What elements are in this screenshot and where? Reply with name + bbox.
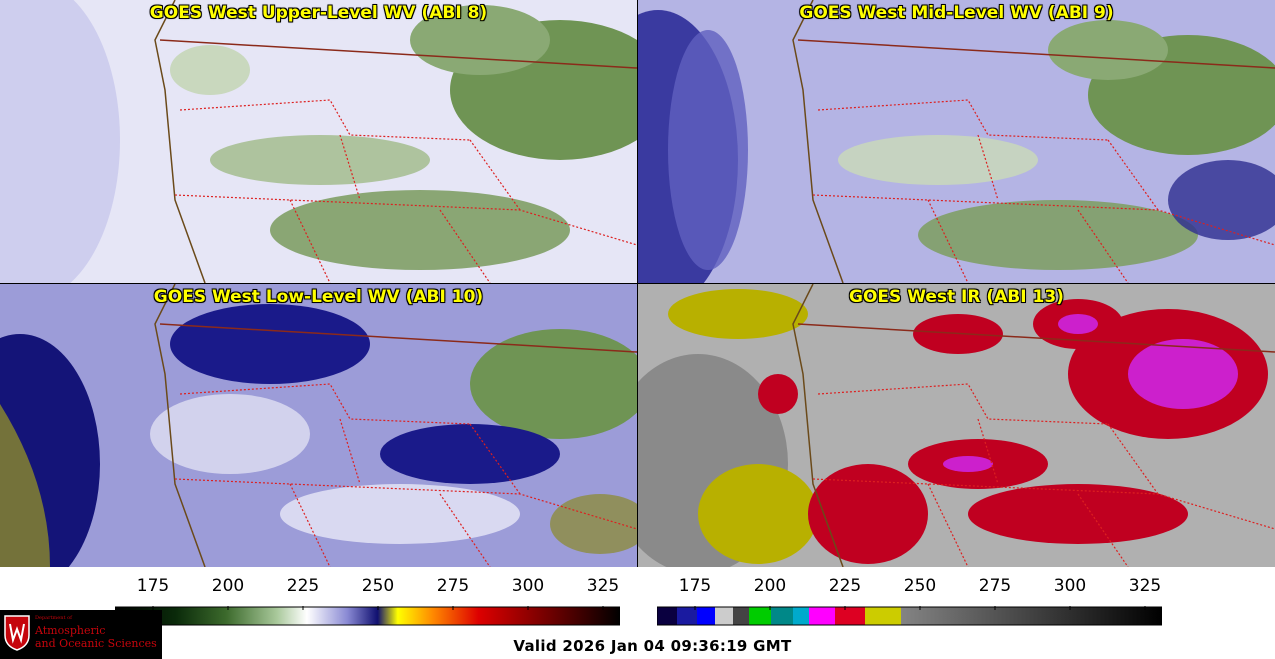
panel-title: GOES West Mid-Level WV (ABI 9) <box>799 3 1114 23</box>
panel-title: GOES West Low-Level WV (ABI 10) <box>153 287 484 307</box>
panel-mid-level-wv: GOES West Mid-Level WV (ABI 9) <box>638 0 1275 283</box>
panel-low-level-wv: GOES West Low-Level WV (ABI 10) <box>0 284 637 567</box>
panel-title: GOES West Upper-Level WV (ABI 8) <box>149 3 488 23</box>
tick-label: 300 <box>1053 576 1087 596</box>
tick-label: 225 <box>286 576 320 596</box>
wv-colorbar <box>115 606 620 626</box>
tick-label: 200 <box>753 576 787 596</box>
tick-label: 275 <box>436 576 470 596</box>
logo-dept-text: Department of <box>35 615 72 621</box>
tick-label: 325 <box>1128 576 1162 596</box>
tick-label: 225 <box>828 576 862 596</box>
panel-divider-horizontal <box>0 283 1275 284</box>
logo-line-2: and Oceanic Sciences <box>35 637 157 650</box>
low-level-wv-image <box>0 284 637 567</box>
ir-image <box>638 284 1275 567</box>
tick-label: 325 <box>586 576 620 596</box>
tick-label: 300 <box>511 576 545 596</box>
panel-ir: GOES West IR (ABI 13) <box>638 284 1275 567</box>
tick-label: 200 <box>211 576 245 596</box>
panel-upper-level-wv: GOES West Upper-Level WV (ABI 8) <box>0 0 637 283</box>
upper-level-wv-image <box>0 0 637 283</box>
tick-label: 175 <box>678 576 712 596</box>
mid-level-wv-image <box>638 0 1275 283</box>
tick-label: 250 <box>903 576 937 596</box>
logo-line-1: Atmospheric <box>35 624 106 637</box>
panel-title: GOES West IR (ABI 13) <box>849 287 1064 307</box>
uw-crest-icon <box>4 615 30 651</box>
tick-label: 250 <box>361 576 395 596</box>
tick-label: 175 <box>136 576 170 596</box>
ir-colorbar <box>657 606 1162 626</box>
valid-time: Valid 2026 Jan 04 09:36:19 GMT <box>513 637 792 655</box>
aos-logo: Department of Atmospheric and Oceanic Sc… <box>0 610 162 659</box>
tick-label: 275 <box>978 576 1012 596</box>
